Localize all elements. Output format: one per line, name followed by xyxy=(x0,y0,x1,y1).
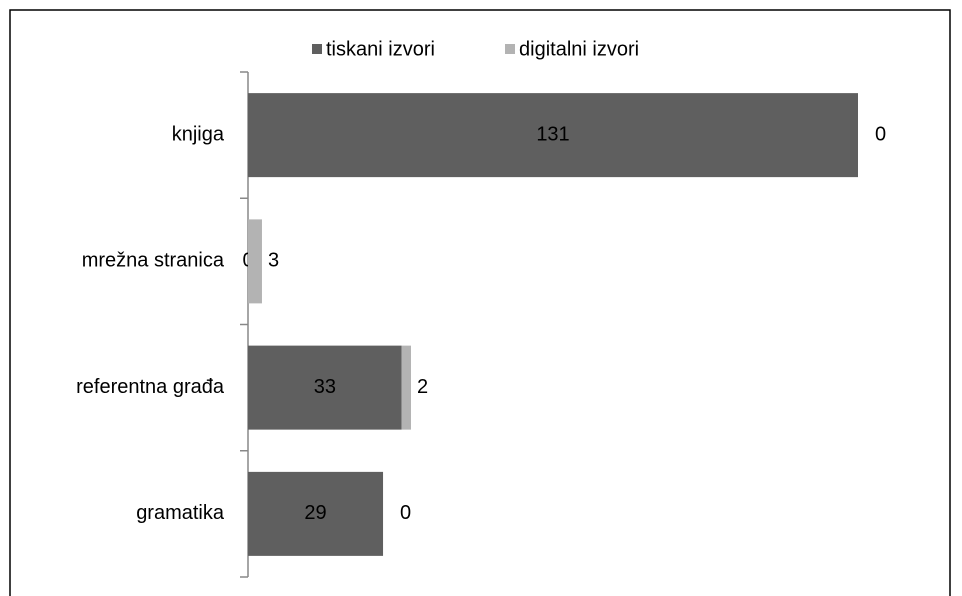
bar-segment xyxy=(248,471,384,556)
data-label: 33 xyxy=(314,376,336,398)
y-tick-label: gramatika xyxy=(136,502,225,524)
legend-swatch xyxy=(505,44,515,54)
data-label: 29 xyxy=(304,502,326,524)
y-tick-label: mrežna stranica xyxy=(82,250,225,272)
legend-swatch xyxy=(312,44,322,54)
data-label: 131 xyxy=(536,123,569,145)
chart-frame xyxy=(9,9,951,596)
y-tick-label: referentna građa xyxy=(76,376,225,398)
bar-segment xyxy=(248,345,402,430)
bar-segment xyxy=(248,93,858,178)
data-label: 0 xyxy=(400,502,411,524)
legend-label: digitalni izvori xyxy=(519,38,639,60)
data-label: 2 xyxy=(417,376,428,398)
legend-label: tiskani izvori xyxy=(326,38,435,60)
data-label: 0 xyxy=(875,123,886,145)
bar-segment xyxy=(248,219,262,304)
y-tick-label: knjiga xyxy=(172,123,225,145)
data-label: 3 xyxy=(268,250,279,272)
bar-segment xyxy=(401,345,411,430)
